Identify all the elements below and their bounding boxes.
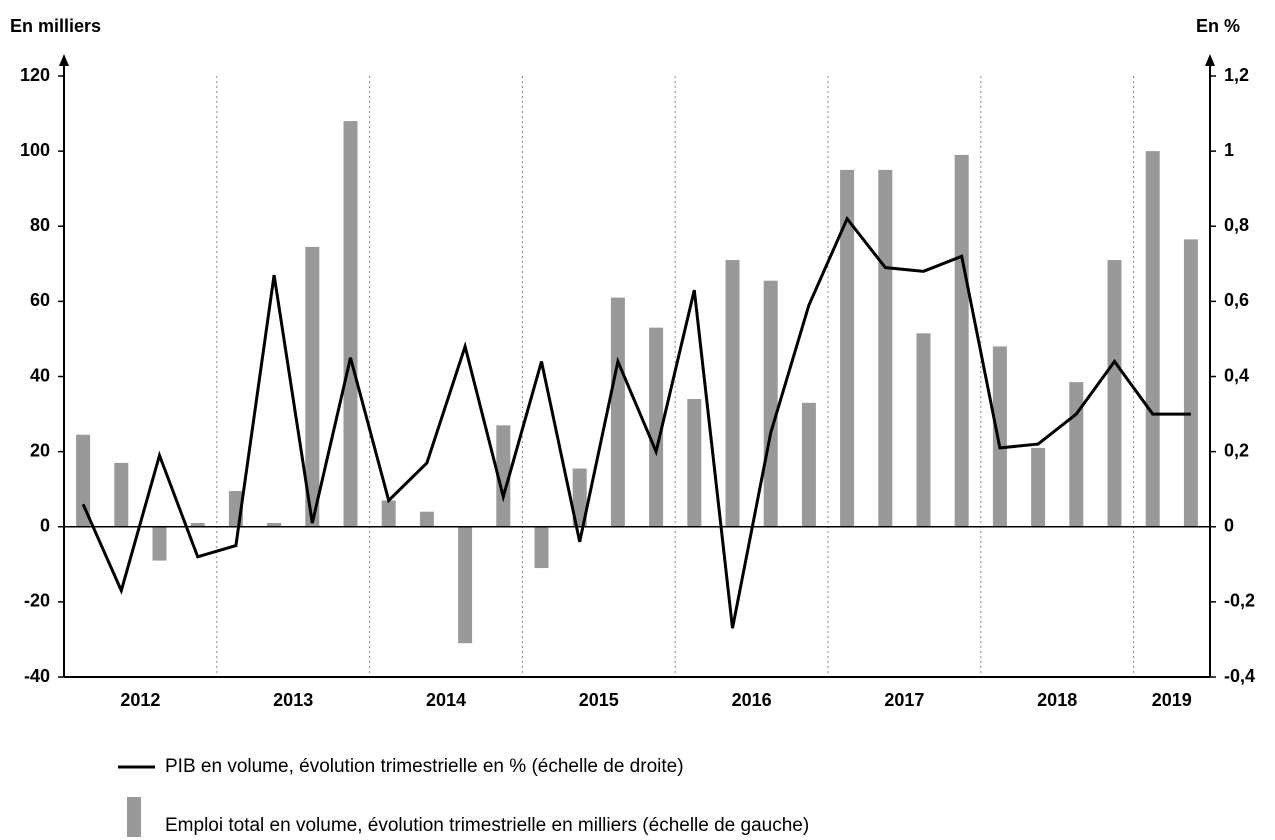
bar (496, 425, 511, 527)
bar (610, 297, 625, 527)
bar (419, 511, 434, 527)
y-tick-label: 120 (20, 65, 50, 85)
line (81, 215, 1191, 629)
y-tick-label: 40 (30, 365, 50, 385)
bar (572, 468, 587, 527)
y2-tick-label: 0,8 (1224, 215, 1249, 235)
bar (343, 121, 358, 527)
bar (954, 154, 969, 527)
bar (381, 500, 396, 527)
y-tick-label: 20 (30, 440, 50, 460)
plot-area (64, 76, 1210, 677)
x-tick-label: 2017 (884, 690, 924, 710)
y2-tick-label: 0,6 (1224, 290, 1249, 310)
y2-tick-label: -0,4 (1224, 666, 1255, 686)
x-tick-label: 2018 (1037, 690, 1077, 710)
y2-tick-label: 1 (1224, 140, 1234, 160)
y-tick-label: 80 (30, 215, 50, 235)
bar (1145, 151, 1160, 527)
bar (649, 327, 664, 527)
bar (152, 526, 167, 561)
bar (992, 346, 1007, 527)
y-tick-label: -40 (24, 666, 50, 686)
legend-swatch (127, 797, 141, 837)
bar (114, 462, 129, 527)
bar (267, 522, 282, 527)
y-tick-label: 0 (40, 516, 50, 536)
y-axis-label: En milliers (10, 16, 101, 36)
y-axis-arrow (59, 54, 69, 66)
bar (534, 526, 549, 569)
y-tick-label: 60 (30, 290, 50, 310)
y2-tick-label: 0 (1224, 516, 1234, 536)
bar (916, 333, 931, 527)
x-tick-label: 2016 (732, 690, 772, 710)
legend-label: PIB en volume, évolution trimestrielle e… (165, 756, 684, 777)
y2-tick-label: 1,2 (1224, 65, 1249, 85)
y-tick-label: -20 (24, 591, 50, 611)
bar (687, 399, 702, 527)
bar (1069, 382, 1084, 527)
x-tick-label: 2015 (579, 690, 619, 710)
x-tick-label: 2014 (426, 690, 466, 710)
bar (878, 169, 893, 527)
bar (190, 522, 205, 527)
bar (1031, 447, 1046, 527)
y2-axis-label: En % (1196, 16, 1240, 36)
y2-axis-arrow (1205, 54, 1215, 66)
bar (840, 169, 855, 527)
bar (458, 526, 473, 644)
y2-tick-label: -0,2 (1224, 591, 1255, 611)
bar (801, 402, 816, 527)
x-tick-label: 2019 (1152, 690, 1192, 710)
bar (1107, 260, 1122, 527)
bar (305, 246, 320, 527)
legend-label: Emploi total en volume, évolution trimes… (165, 815, 809, 836)
x-tick-label: 2012 (120, 690, 160, 710)
bar (76, 434, 91, 527)
bar (763, 280, 778, 527)
y-tick-label: 100 (20, 140, 50, 160)
y2-tick-label: 0,2 (1224, 440, 1249, 460)
bar (1183, 239, 1198, 527)
bar (725, 260, 740, 527)
y2-tick-label: 0,4 (1224, 365, 1249, 385)
x-tick-label: 2013 (273, 690, 313, 710)
